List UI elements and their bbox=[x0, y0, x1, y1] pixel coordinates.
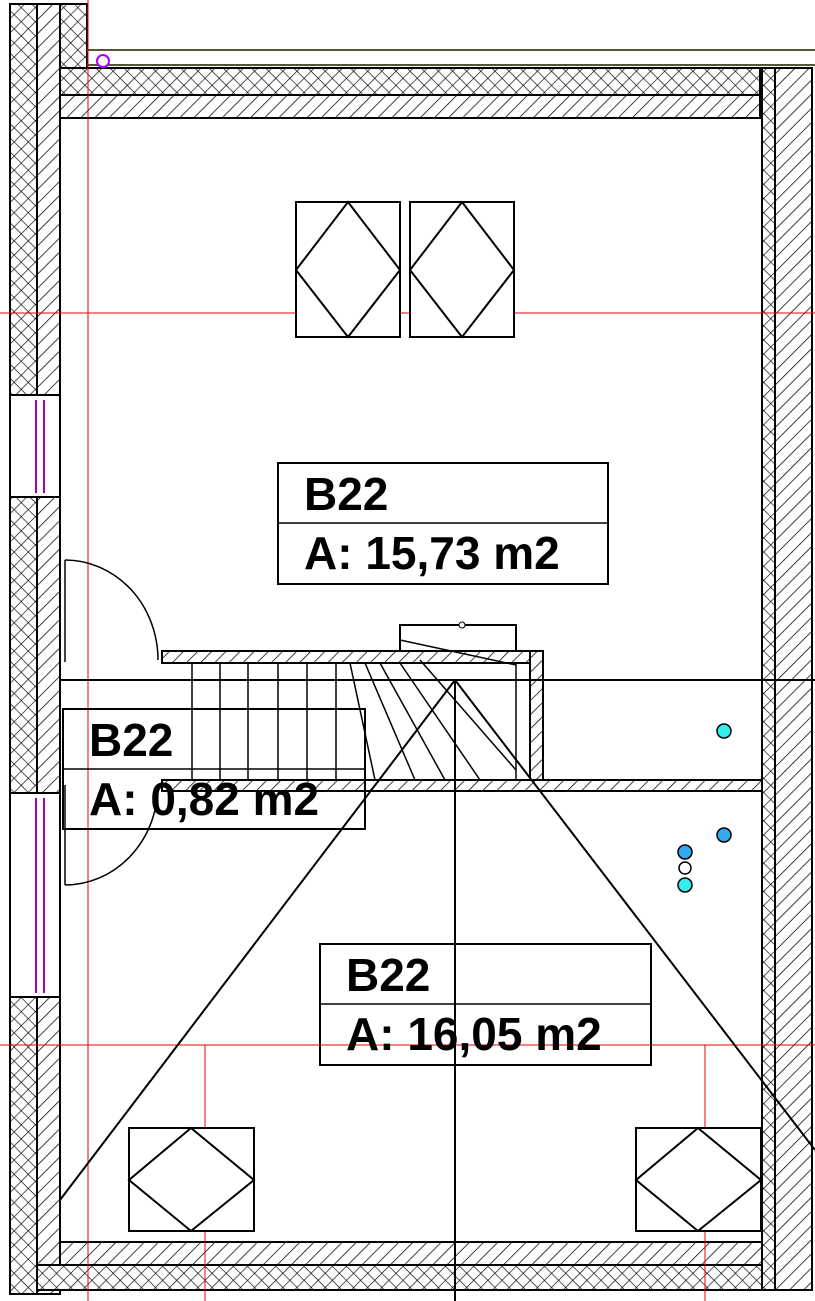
room-name: B22 bbox=[304, 468, 388, 520]
room-area: A: 15,73 m2 bbox=[304, 527, 560, 579]
walls bbox=[9, 3, 815, 1295]
room-name: B22 bbox=[89, 714, 173, 766]
room-area: A: 0,82 m2 bbox=[89, 773, 319, 825]
fixtures bbox=[59, 54, 815, 1301]
room-area: A: 16,05 m2 bbox=[346, 1008, 602, 1060]
room-name: B22 bbox=[346, 949, 430, 1001]
